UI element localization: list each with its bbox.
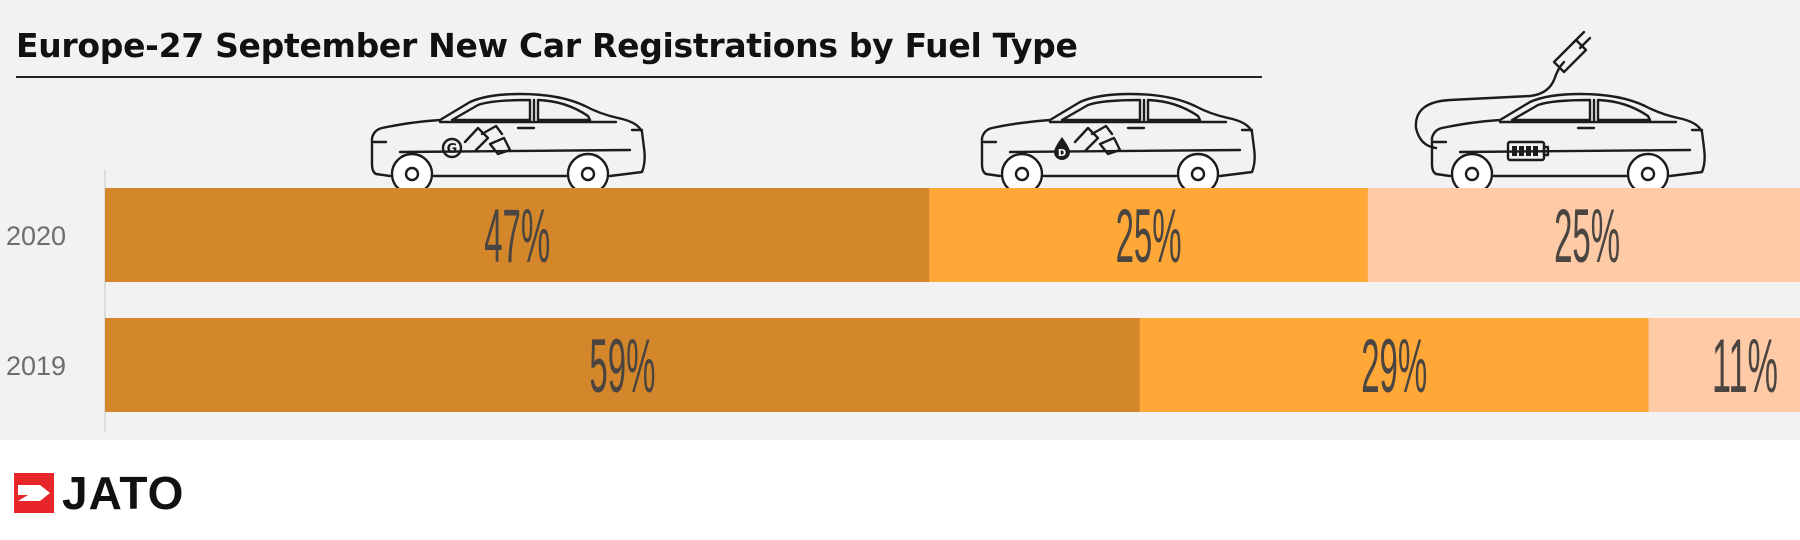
bar-2019-segment-1	[105, 318, 1140, 412]
electric-car-icon	[1414, 30, 1706, 196]
bar-2019-segment-3	[1648, 318, 1800, 412]
bar-2020-segment-3-label: 25%	[1554, 194, 1620, 279]
bar-2019-segment-3-label: 11%	[1712, 324, 1778, 409]
diesel-car-icon: D	[980, 92, 1256, 196]
jato-logo-mark-icon	[14, 473, 54, 513]
bar-2020-segment-2	[929, 188, 1368, 282]
row-label-2019: 2019	[6, 351, 66, 381]
bar-2020-segment-2-label: 25%	[1116, 194, 1182, 279]
bar-2020-segment-1	[105, 188, 930, 282]
row-label-2020: 2020	[6, 221, 66, 251]
petrol-car-icon: G	[370, 92, 646, 196]
jato-logo-text: JATO	[62, 467, 185, 519]
title-underline	[16, 76, 1262, 78]
bar-2019-segment-1-label: 59%	[589, 324, 655, 409]
bar-2020-segment-1-label: 47%	[484, 194, 550, 279]
chart: G D 2020 2019 47% 25% 25% 59% 29% 11%	[6, 30, 1800, 432]
bars: 47% 25% 25% 59% 29% 11%	[105, 188, 1800, 412]
svg-text:D: D	[1058, 148, 1066, 159]
svg-text:G: G	[447, 142, 458, 157]
bar-2019-segment-2-label: 29%	[1361, 324, 1427, 409]
bar-2020-segment-3	[1367, 188, 1800, 282]
chart-title: Europe-27 September New Car Registration…	[16, 26, 1078, 65]
bar-2019-segment-2	[1139, 318, 1649, 412]
